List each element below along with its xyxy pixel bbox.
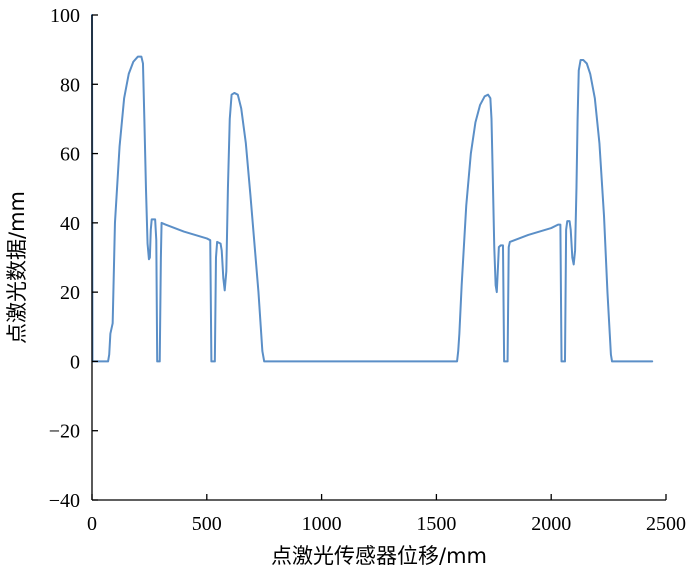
x-tick-label: 2500	[646, 513, 686, 535]
y-tick-label: −40	[49, 490, 80, 512]
x-tick-label: 500	[192, 513, 222, 535]
y-axis-title: 点激光数据/mm	[5, 191, 29, 344]
y-tick-label: 20	[60, 282, 80, 304]
x-ticks: 0 500 1000 1500 2000 2500	[87, 494, 686, 535]
y-tick-label: 0	[70, 351, 80, 373]
y-tick-label: −20	[49, 421, 80, 443]
x-axis-title: 点激光传感器位移/mm	[271, 544, 487, 568]
series-line-1	[91, 14, 654, 363]
y-tick-label: 100	[50, 5, 80, 27]
x-tick-label: 0	[87, 513, 97, 535]
y-tick-label: 60	[60, 144, 80, 166]
y-ticks: −40 −20 0 20 40 60 80 100	[49, 5, 98, 512]
y-tick-label: 40	[60, 213, 80, 235]
plot-area	[91, 14, 654, 363]
x-tick-label: 2000	[531, 513, 571, 535]
x-tick-label: 1000	[302, 513, 342, 535]
y-tick-label: 80	[60, 74, 80, 96]
x-tick-label: 1500	[416, 513, 456, 535]
